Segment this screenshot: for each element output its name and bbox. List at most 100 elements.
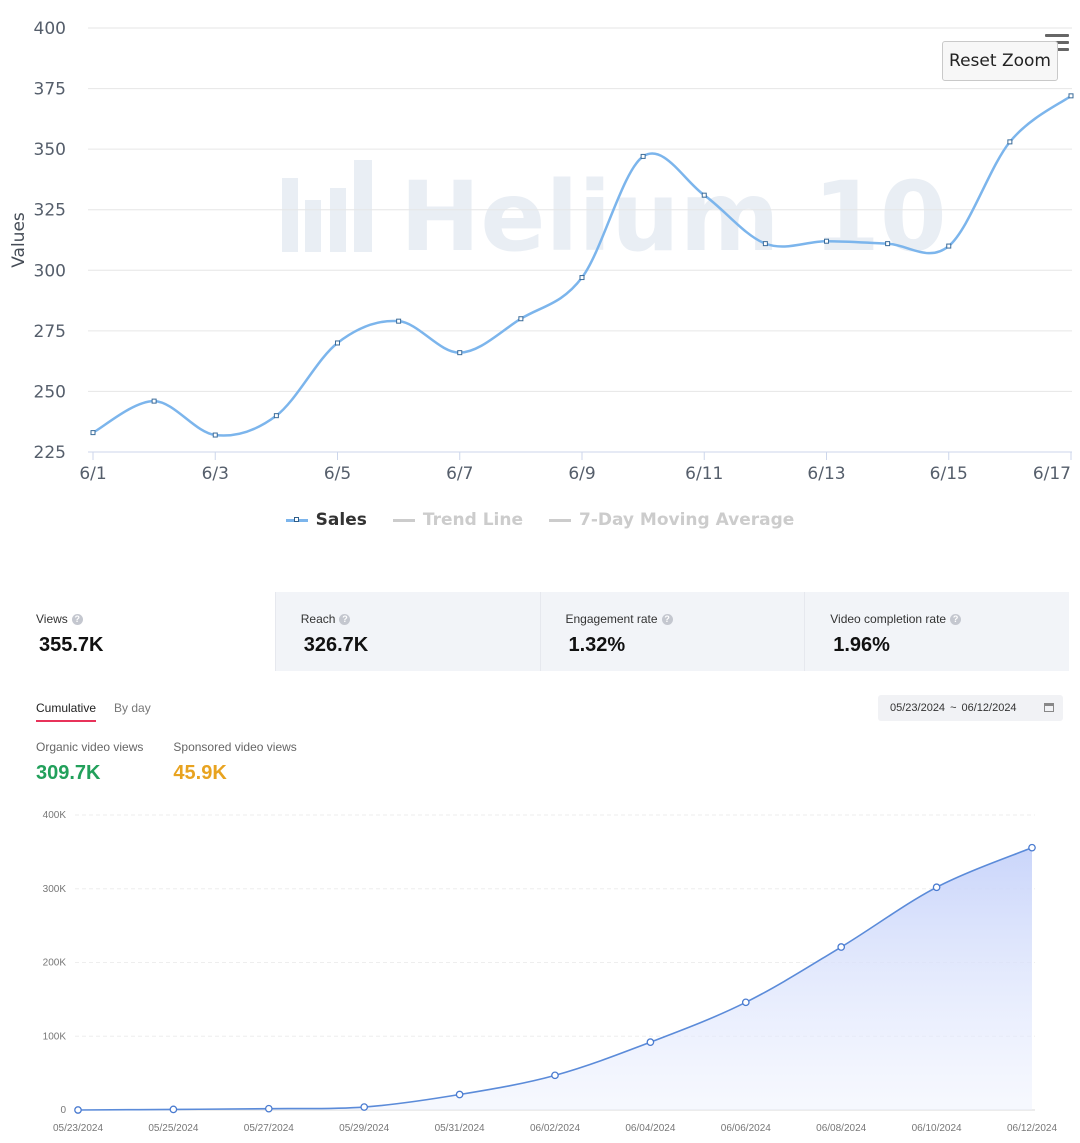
x-tick-label: 6/9 <box>568 464 595 484</box>
sales-point[interactable] <box>640 153 646 159</box>
x-tick-label: 05/31/2024 <box>435 1123 485 1134</box>
views-point[interactable] <box>741 998 750 1007</box>
views-point[interactable] <box>837 943 846 951</box>
views-point[interactable] <box>264 1104 273 1113</box>
views-point[interactable] <box>455 1090 464 1099</box>
y-tick-label: 375 <box>34 80 66 100</box>
x-tick-label: 06/12/2024 <box>1007 1123 1057 1134</box>
organic-views-value: 309.7K <box>36 762 101 784</box>
sales-point[interactable] <box>701 192 707 198</box>
views-point[interactable] <box>74 1106 82 1114</box>
sales-point[interactable] <box>90 430 96 436</box>
sales-point[interactable] <box>1068 93 1074 99</box>
x-tick-label: 06/02/2024 <box>530 1123 580 1134</box>
x-tick-label: 05/25/2024 <box>148 1123 198 1134</box>
x-tick-label: 06/04/2024 <box>625 1123 675 1134</box>
sales-point[interactable] <box>212 432 218 438</box>
x-tick-label: 05/27/2024 <box>244 1123 294 1134</box>
sales-point[interactable] <box>762 241 768 247</box>
metric-value-views: 355.7K <box>39 634 104 656</box>
views-point[interactable] <box>551 1071 559 1080</box>
views-point[interactable] <box>169 1105 178 1114</box>
x-tick-label: 6/5 <box>324 464 351 484</box>
help-icon[interactable]: ? <box>950 613 962 625</box>
views-points <box>74 843 1036 1114</box>
sales-point[interactable] <box>457 350 463 356</box>
watermark-text: Helium 10 <box>400 161 947 273</box>
metric-cards: Views? 355.7K Reach? 326.7K Engagement r… <box>11 592 1069 671</box>
metric-card-views[interactable]: Views? 355.7K <box>11 592 276 671</box>
x-tick-label: 6/11 <box>685 464 723 484</box>
tab-cumulative[interactable]: Cumulative <box>36 701 97 722</box>
metric-value-engagement-rate: 1.32% <box>568 634 626 656</box>
help-icon[interactable]: ? <box>661 613 673 625</box>
views-point[interactable] <box>1028 843 1036 852</box>
organic-views-label: Organic video views <box>36 740 144 754</box>
date-range-start: 05/23/2024 <box>890 702 946 714</box>
metric-card-reach[interactable]: Reach? 326.7K <box>276 592 541 671</box>
y-tick-label: 275 <box>34 322 66 342</box>
views-breakdown: Organic video views 309.7K Sponsored vid… <box>36 740 297 785</box>
y-tick-label: 100K <box>43 1031 67 1042</box>
sponsored-views-label: Sponsored video views <box>173 740 297 754</box>
y-tick-label: 300 <box>34 261 66 281</box>
sales-point[interactable] <box>518 316 524 322</box>
sales-point[interactable] <box>335 340 340 346</box>
legend-item-sales[interactable]: Sales <box>285 510 367 530</box>
views-point[interactable] <box>646 1038 655 1046</box>
views-point[interactable] <box>932 883 941 892</box>
metric-label-views: Views <box>36 612 68 626</box>
x-tick-label: 06/08/2024 <box>816 1123 866 1134</box>
x-tick-label: 6/1 <box>79 464 106 484</box>
legend-swatch-moving-average <box>548 518 571 522</box>
sales-point[interactable] <box>885 241 891 247</box>
legend-item-moving-average[interactable]: 7-Day Moving Average <box>548 510 795 530</box>
y-tick-label: 300K <box>43 884 67 895</box>
sales-point[interactable] <box>946 243 952 249</box>
date-range-end: 06/12/2024 <box>961 702 1017 714</box>
legend-label-moving-average: 7-Day Moving Average <box>578 510 795 530</box>
metric-label-reach: Reach <box>300 612 336 626</box>
metric-card-video-completion-rate[interactable]: Video completion rate? 1.96% <box>805 592 1069 671</box>
legend-label-sales: Sales <box>315 510 367 530</box>
sponsored-views-value: 45.9K <box>173 762 227 784</box>
sales-point[interactable] <box>151 398 157 404</box>
legend-swatch-sales <box>285 516 308 522</box>
sales-point[interactable] <box>579 275 585 281</box>
sales-series-line <box>92 94 1072 437</box>
sales-point[interactable] <box>1007 139 1013 145</box>
legend-swatch-trend-line <box>392 518 415 522</box>
x-tick-label: 6/15 <box>930 464 968 484</box>
views-point[interactable] <box>360 1103 369 1111</box>
y-axis-label: Values <box>9 212 29 268</box>
chart-legend: Sales Trend Line 7-Day Moving Average <box>0 510 1080 530</box>
metric-card-engagement-rate[interactable]: Engagement rate? 1.32% <box>541 592 806 671</box>
legend-item-trend-line[interactable]: Trend Line <box>392 510 523 530</box>
x-tick-labels: 6/1 6/3 6/5 6/7 6/9 6/11 6/13 6/15 6/17 <box>79 452 1072 484</box>
x-tick-label: 05/29/2024 <box>339 1123 389 1134</box>
x-tick-label: 6/3 <box>202 464 229 484</box>
reset-zoom-button[interactable]: Reset Zoom <box>942 41 1058 81</box>
y-tick-label: 200K <box>43 958 67 969</box>
sales-point[interactable] <box>824 238 829 244</box>
sales-point[interactable] <box>273 413 279 419</box>
metric-value-reach: 326.7K <box>303 634 369 656</box>
y-tick-labels: 225 250 275 300 325 350 375 400 <box>34 19 66 463</box>
help-icon[interactable]: ? <box>339 613 351 625</box>
x-tick-labels: 05/23/2024 05/25/2024 05/27/2024 05/29/2024… <box>53 1123 1057 1134</box>
y-tick-labels: 0 100K 200K 300K 400K <box>43 810 67 1116</box>
y-tick-label: 250 <box>34 382 66 402</box>
x-tick-label: 06/10/2024 <box>912 1123 962 1134</box>
metric-label-engagement-rate: Engagement rate <box>565 612 658 626</box>
sales-point[interactable] <box>396 318 402 324</box>
date-range-picker[interactable]: 05/23/2024 ~ 06/12/2024 <box>878 695 1063 721</box>
x-tick-label: 05/23/2024 <box>53 1123 103 1134</box>
help-icon[interactable]: ? <box>71 613 83 625</box>
y-gridlines <box>88 27 1072 453</box>
tab-by-day[interactable]: By day <box>114 701 151 715</box>
sales-points <box>90 93 1074 438</box>
metric-value-video-completion-rate: 1.96% <box>833 634 890 656</box>
video-analytics-panel: Views? 355.7K Reach? 326.7K Engagement r… <box>0 590 1080 1143</box>
